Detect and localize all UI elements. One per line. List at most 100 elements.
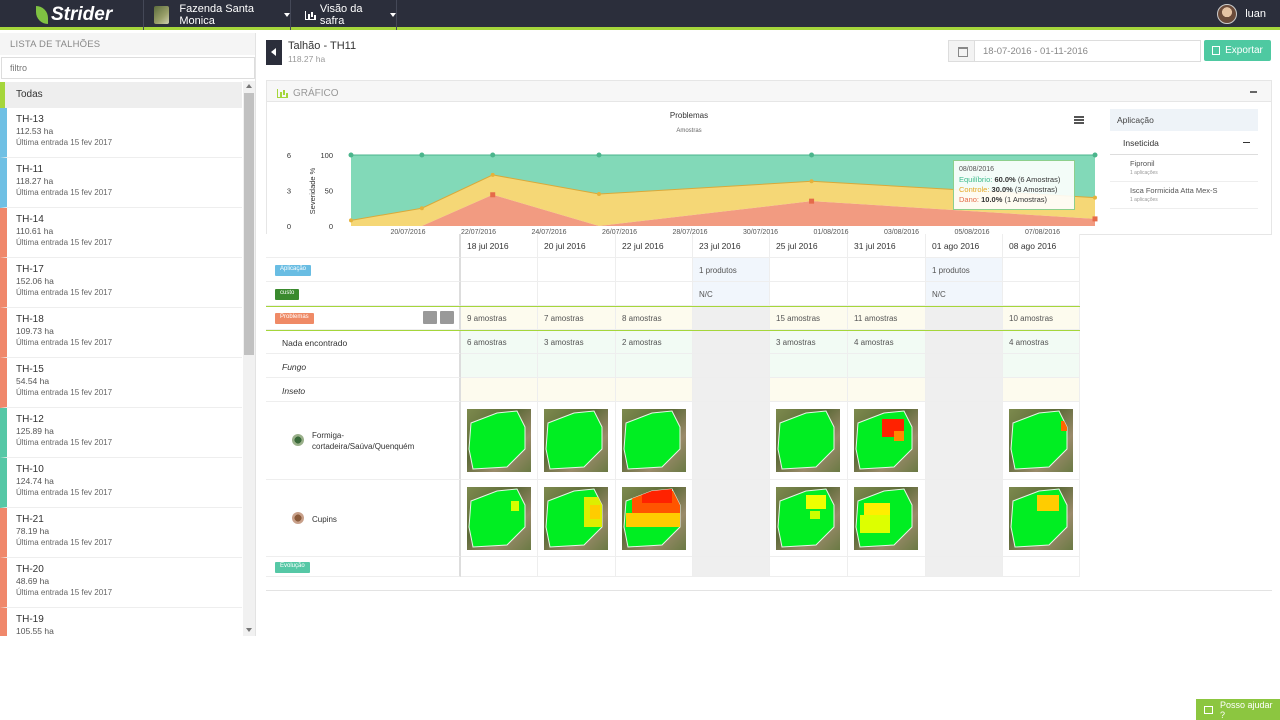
y-tick-label: 100 [320, 151, 333, 160]
heat-map-thumbnail[interactable] [1009, 487, 1073, 550]
product-count: 1 aplicações [1130, 197, 1158, 203]
grid-cell [848, 330, 926, 354]
chart-menu-icon[interactable] [1074, 116, 1084, 124]
custo-row-value: N/C [932, 290, 946, 299]
heat-map-thumbnail[interactable] [467, 487, 531, 550]
grid-cell [538, 282, 616, 306]
heat-map-thumbnail[interactable] [1009, 409, 1073, 472]
date-header[interactable]: 08 ago 2016 [1009, 241, 1057, 251]
heat-map-shape [777, 410, 835, 470]
field-area: 78.19 ha [16, 526, 50, 536]
sidebar-item-all[interactable]: Todas [0, 82, 242, 108]
fungo-label[interactable]: Fungo [282, 362, 307, 372]
nada-row-value: 4 amostras [854, 338, 894, 347]
sidebar-item-field[interactable]: TH-18 109.73 ha Última entrada 15 fev 20… [0, 308, 242, 358]
help-label: Posso ajudar ? [1220, 699, 1273, 720]
date-header[interactable]: 25 jul 2016 [776, 241, 818, 251]
settings-toggle-button[interactable] [440, 311, 454, 324]
minimize-icon[interactable] [1250, 91, 1257, 93]
heat-map-thumbnail[interactable] [622, 409, 686, 472]
field-last-entry: Última entrada 15 fev 2017 [16, 238, 113, 247]
field-name: TH-12 [16, 414, 44, 425]
grid-cell [848, 557, 926, 577]
inseticida-group[interactable]: Inseticida [1110, 131, 1258, 155]
product-item[interactable]: Isca Formicida Atta Mex-S 1 aplicações [1110, 182, 1258, 209]
sidebar-item-field[interactable]: TH-19 105.55 ha [0, 608, 242, 636]
severity-chart: Problemas Amostras 6 100 3 50 0 0 Severidade %… [287, 111, 1098, 235]
crop-view-selector[interactable]: Visão da safra [291, 0, 397, 30]
application-tag[interactable]: Aplicação [275, 265, 312, 276]
grid-cell [461, 306, 538, 330]
heat-map-thumbnail[interactable] [854, 409, 918, 472]
scrollbar-thumb[interactable] [244, 93, 254, 355]
problemas-row-value: 8 amostras [622, 314, 662, 323]
crop-view-label: Visão da safra [319, 3, 363, 27]
heat-map-thumbnail[interactable] [776, 487, 840, 550]
farm-selector[interactable]: Fazenda Santa Monica [143, 0, 291, 30]
sidebar-item-field[interactable]: TH-20 48.69 ha Última entrada 15 fev 201… [0, 558, 242, 608]
back-button[interactable] [266, 40, 282, 65]
controle-area [351, 174, 1095, 226]
problemas-row-value: 11 amostras [854, 314, 898, 323]
sidebar-item-field[interactable]: TH-14 110.61 ha Última entrada 15 fev 20… [0, 208, 242, 258]
sidebar-item-field[interactable]: TH-11 118.27 ha Última entrada 15 fev 20… [0, 158, 242, 208]
date-header[interactable]: 23 jul 2016 [699, 241, 741, 251]
grid-cell [848, 378, 926, 402]
field-area: 110.61 ha [16, 226, 54, 236]
nada-row-value: 6 amostras [467, 338, 507, 347]
sidebar-item-field[interactable]: TH-12 125.89 ha Última entrada 15 fev 20… [0, 408, 242, 458]
nada-row-value [693, 330, 705, 346]
date-header[interactable]: 31 jul 2016 [854, 241, 896, 251]
grid-cell [693, 378, 770, 402]
export-button[interactable]: Exportar [1204, 40, 1271, 61]
evolution-tag[interactable]: Evolução [275, 562, 310, 573]
field-last-entry: Última entrada 15 fev 2017 [16, 538, 113, 547]
controle-line [350, 174, 1096, 221]
panel-header[interactable]: GRÁFICO [267, 81, 1271, 102]
left-tick-label: 3 [287, 187, 291, 196]
heat-map-thumbnail[interactable] [467, 409, 531, 472]
avatar [1217, 4, 1238, 24]
filter-input[interactable] [1, 57, 255, 79]
chart-toggle-button[interactable] [423, 311, 437, 324]
sidebar-item-field[interactable]: TH-15 54.54 ha Última entrada 15 fev 201… [0, 358, 242, 408]
sidebar-item-field[interactable]: TH-17 152.06 ha Última entrada 15 fev 20… [0, 258, 242, 308]
custo-row-value [1003, 282, 1015, 298]
help-button[interactable]: Posso ajudar ? [1196, 699, 1280, 720]
scroll-down-icon[interactable] [246, 628, 252, 632]
heat-map-thumbnail[interactable] [544, 409, 608, 472]
custo-row-value: N/C [699, 290, 713, 299]
calendar-icon[interactable] [949, 41, 975, 61]
sidebar-scrollbar[interactable] [243, 81, 255, 636]
date-header[interactable]: 01 ago 2016 [932, 241, 980, 251]
grid-cell [1003, 354, 1080, 378]
sidebar-item-field[interactable]: TH-21 78.19 ha Última entrada 15 fev 201… [0, 508, 242, 558]
grid-cell [848, 282, 926, 306]
main-content: Talhão - TH11 118.27 ha 18-07-2016 - 01-… [257, 33, 1280, 720]
sidebar-item-field[interactable]: TH-13 112.53 ha Última entrada 15 fev 20… [0, 108, 242, 158]
product-item[interactable]: Fipronil 1 aplicações [1110, 155, 1258, 182]
chart-panel: GRÁFICO Problemas Amostras 6 100 3 50 0 0 Seve… [266, 80, 1272, 235]
field-name: TH-18 [16, 314, 44, 325]
grid-cell [926, 330, 1003, 354]
inseto-label[interactable]: Inseto [282, 386, 306, 396]
date-header[interactable]: 18 jul 2016 [467, 241, 509, 251]
user-menu[interactable]: luan [1217, 4, 1266, 24]
date-header[interactable]: 22 jul 2016 [622, 241, 664, 251]
heat-map-thumbnail[interactable] [622, 487, 686, 550]
strider-logo[interactable]: Strider [36, 4, 112, 26]
nada-row-value: 2 amostras [622, 338, 662, 347]
application-header[interactable]: Aplicação [1110, 109, 1258, 131]
heat-map-thumbnail[interactable] [854, 487, 918, 550]
grid-cell [538, 330, 616, 354]
scroll-up-icon[interactable] [246, 84, 252, 88]
heat-map-thumbnail[interactable] [544, 487, 608, 550]
date-range-field[interactable]: 18-07-2016 - 01-11-2016 [948, 40, 1201, 62]
sidebar-item-field[interactable]: TH-10 124.74 ha Última entrada 15 fev 20… [0, 458, 242, 508]
problems-tag[interactable]: Problemas [275, 313, 314, 324]
heat-map-thumbnail[interactable] [776, 409, 840, 472]
cost-tag[interactable]: custo [275, 289, 300, 300]
date-header[interactable]: 20 jul 2016 [544, 241, 586, 251]
heat-map-shape [855, 488, 913, 548]
grid-cell [1003, 306, 1080, 330]
